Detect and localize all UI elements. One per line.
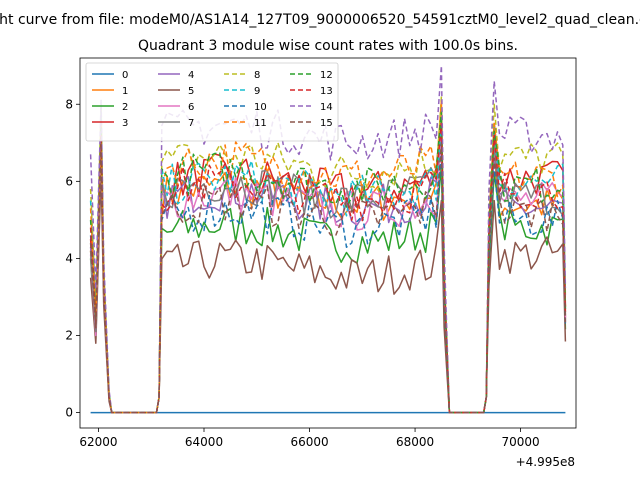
x-tick-label: 66000 [290, 435, 328, 449]
legend-box [85, 62, 339, 142]
x-axis: 62000 64000 66000 68000 70000 [79, 428, 540, 449]
series-line-5 [89, 172, 567, 414]
y-axis: 0 2 4 6 8 [65, 97, 80, 420]
legend-label-0: 0 [122, 70, 128, 81]
series-line-8 [89, 95, 567, 414]
y-tick-label: 8 [65, 97, 73, 111]
legend-label-8: 8 [254, 70, 260, 81]
x-tick-label: 62000 [79, 435, 117, 449]
series-line-13 [89, 122, 567, 414]
legend-label-13: 13 [320, 86, 333, 97]
legend-label-4: 4 [188, 70, 194, 81]
legend-label-11: 11 [254, 118, 267, 129]
series-line-9 [89, 111, 567, 414]
legend-label-5: 5 [188, 86, 194, 97]
legend-label-3: 3 [122, 118, 128, 129]
legend-label-12: 12 [320, 70, 333, 81]
legend-label-9: 9 [254, 86, 260, 97]
x-offset-label: +4.995e8 [516, 455, 575, 469]
legend-label-15: 15 [320, 118, 333, 129]
axes-title: Quadrant 3 module wise count rates with … [138, 38, 518, 54]
y-tick-label: 2 [65, 329, 73, 343]
y-tick-label: 6 [65, 174, 73, 188]
plot-frame [79, 57, 577, 429]
series-line-15 [89, 142, 567, 414]
figure-suptitle: Light curve from file: modeM0/AS1A14_127… [0, 12, 640, 28]
legend-label-14: 14 [320, 102, 333, 113]
legend-label-6: 6 [188, 102, 194, 113]
legend-label-2: 2 [122, 102, 128, 113]
x-tick-label: 64000 [185, 435, 223, 449]
legend-label-7: 7 [188, 118, 194, 129]
legend-label-1: 1 [122, 86, 128, 97]
legend-label-10: 10 [254, 102, 267, 113]
y-tick-label: 4 [65, 251, 73, 265]
x-tick-label: 70000 [502, 435, 540, 449]
x-tick-label: 68000 [396, 435, 434, 449]
series-line-12 [89, 111, 567, 414]
y-tick-label: 0 [65, 406, 73, 420]
